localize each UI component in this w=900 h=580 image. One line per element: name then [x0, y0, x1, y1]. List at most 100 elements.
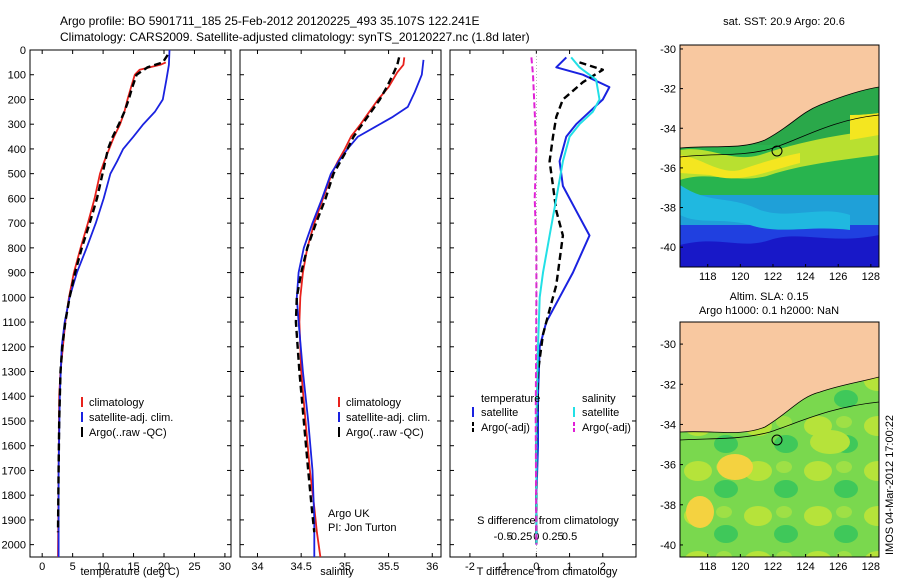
y-tick-label: 700 [8, 218, 26, 230]
pi-annotation: PI: Jon Turton [328, 522, 396, 534]
map-y-tick-label: -32 [660, 379, 676, 391]
y-tick-label: 2000 [2, 540, 26, 552]
salinity-x-label: salinity [320, 566, 354, 578]
y-tick-label: 300 [8, 119, 26, 131]
legend-title-temperature: temperature [481, 393, 540, 405]
x-tick-label: -2 [465, 561, 475, 573]
imos-stamp: IMOS 04-Mar-2012 17:00:22 [884, 415, 896, 555]
legend-climatology-label: climatology [346, 397, 402, 409]
y-tick-label: 1100 [2, 317, 26, 329]
x-tick-label: 15 [127, 561, 139, 573]
legend-satellite-label: satellite-adj. clim. [89, 412, 173, 424]
sst-map-title: sat. SST: 20.9 Argo: 20.6 [723, 16, 845, 28]
map-y-tick-label: -36 [660, 460, 676, 472]
title-line-1: Argo profile: BO 5901711_185 25-Feb-2012… [60, 14, 479, 28]
map-y-tick-label: -40 [660, 242, 676, 254]
s-tick-label: -0.25 [507, 531, 532, 543]
legend-climatology-label: climatology [89, 397, 145, 409]
series-line-argo-adj- [535, 61, 604, 545]
y-tick-label: 900 [8, 268, 26, 280]
x-tick-label: 5 [70, 561, 76, 573]
x-tick-label: 35 [339, 561, 351, 573]
map-x-tick-label: 122 [764, 561, 782, 573]
map-y-tick-label: -40 [660, 540, 676, 552]
y-tick-label: 0 [20, 45, 26, 57]
difference-x-label-top: S difference from climatology [477, 515, 619, 527]
series-line-satellite-s [535, 56, 601, 545]
map-y-tick-label: -36 [660, 163, 676, 175]
sst-map-ticks: 118 120 122 124 126 128 -30 -32 -34 -36 -38 -40 [660, 44, 880, 283]
map-x-tick-label: 128 [862, 561, 880, 573]
map-x-tick-label: 120 [731, 271, 749, 283]
legend-s-satellite-label: satellite [582, 407, 619, 419]
sla-map-frame [679, 321, 880, 558]
salinity-legend: climatology satellite-adj. clim. Argo(..… [338, 397, 430, 439]
series-line-satellite-adj-clim- [295, 59, 425, 557]
difference-axes-frame [449, 49, 637, 558]
difference-panel: -2 -1 0 1 2-0.5-0.25 0 0.250.5 T difference fr… [449, 49, 637, 578]
x-tick-label: 34.5 [290, 561, 311, 573]
x-tick-label: 35.5 [378, 561, 399, 573]
sla-map-title-2: Argo h1000: 0.1 h2000: NaN [699, 305, 839, 317]
map-y-tick-label: -38 [660, 203, 676, 215]
y-tick-label: 1400 [2, 391, 26, 403]
difference-series [530, 50, 611, 557]
temperature-x-label: temperature (deg C) [80, 566, 179, 578]
map-x-tick-label: 126 [829, 271, 847, 283]
map-x-tick-label: 118 [699, 271, 717, 283]
series-line-argo-adj-s [530, 57, 538, 545]
y-tick-label: 1900 [2, 515, 26, 527]
x-tick-label: 25 [188, 561, 200, 573]
map-x-tick-label: 128 [862, 271, 880, 283]
y-tick-label: 100 [8, 70, 26, 82]
sla-map: Altim. SLA: 0.15 Argo h1000: 0.1 h2000: … [660, 291, 880, 573]
title-line-2: Climatology: CARS2009. Satellite-adjuste… [60, 30, 530, 44]
y-tick-label: 400 [8, 144, 26, 156]
difference-x-label: T difference from climatology [477, 566, 618, 578]
temperature-panel: 0 5 10 15 20 25 300100200300400500600700800900… [2, 45, 232, 578]
x-tick-label: 20 [158, 561, 170, 573]
argo-location-marker [771, 434, 783, 446]
x-tick-label: 0 [39, 561, 45, 573]
x-tick-label: 36 [426, 561, 438, 573]
y-tick-label: 200 [8, 94, 26, 106]
difference-ticks: -2 -1 0 1 2-0.5-0.25 0 0.250.5 [450, 49, 636, 573]
difference-legend: temperature salinity satellite Argo(-adj… [472, 393, 631, 434]
map-x-tick-label: 124 [796, 271, 814, 283]
legend-t-argo-label: Argo(-adj) [481, 422, 530, 434]
map-y-tick-label: -34 [660, 419, 676, 431]
y-tick-label: 1600 [2, 441, 26, 453]
x-tick-label: 10 [97, 561, 109, 573]
series-line-satellite-adj-clim- [57, 50, 171, 557]
legend-satellite-label: satellite-adj. clim. [346, 412, 430, 424]
map-y-tick-label: -34 [660, 123, 676, 135]
legend-title-salinity: salinity [582, 393, 616, 405]
s-tick-label: 0.5 [562, 531, 577, 543]
salinity-panel: 34 34.5 35 35.5 36 salinity climatology sate… [239, 49, 442, 578]
legend-argo-label: Argo(..raw -QC) [346, 427, 424, 439]
series-line-argo-raw-qc- [294, 57, 401, 533]
y-tick-label: 600 [8, 193, 26, 205]
map-y-tick-label: -38 [660, 500, 676, 512]
map-y-tick-label: -30 [660, 44, 676, 56]
map-x-tick-label: 124 [796, 561, 814, 573]
x-tick-label: 2 [600, 561, 606, 573]
map-y-tick-label: -30 [660, 339, 676, 351]
y-tick-label: 1700 [2, 465, 26, 477]
sla-map-title-1: Altim. SLA: 0.15 [730, 291, 809, 303]
map-x-tick-label: 118 [699, 561, 717, 573]
argo-owner-annotation: Argo UK [328, 508, 370, 520]
x-tick-label: -1 [498, 561, 508, 573]
legend-s-argo-label: Argo(-adj) [582, 422, 631, 434]
s-tick-label: -0.5 [494, 531, 513, 543]
sla-map-image [680, 322, 879, 557]
temperature-axes-frame [29, 49, 232, 558]
x-tick-label: 0 [533, 561, 539, 573]
x-tick-label: 1 [567, 561, 573, 573]
x-tick-label: 30 [219, 561, 231, 573]
temperature-ticks: 0 5 10 15 20 25 300100200300400500600700800900… [2, 45, 232, 573]
y-tick-label: 1500 [2, 416, 26, 428]
map-x-tick-label: 122 [764, 271, 782, 283]
map-y-tick-label: -32 [660, 84, 676, 96]
